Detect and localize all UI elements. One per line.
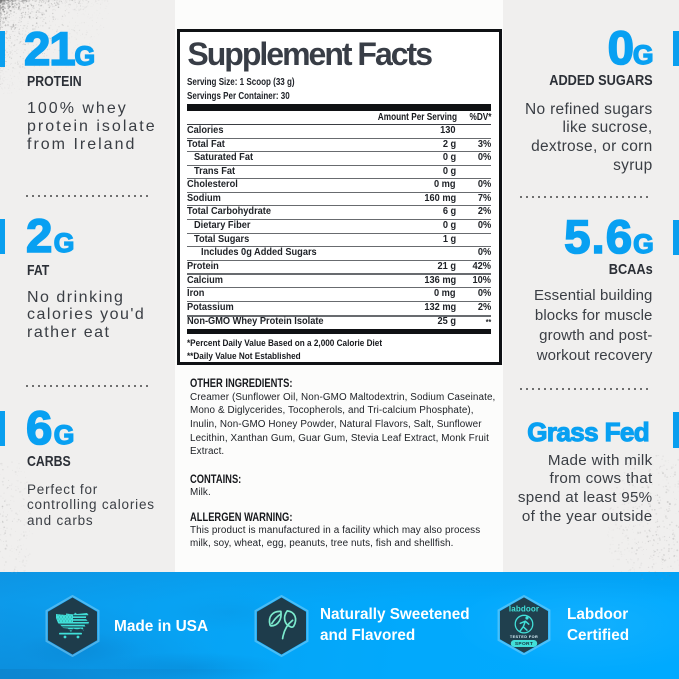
svg-text:SPORT: SPORT bbox=[514, 641, 532, 647]
svg-text:labdoor: labdoor bbox=[508, 604, 538, 613]
svg-text:TESTED FOR: TESTED FOR bbox=[509, 635, 537, 639]
